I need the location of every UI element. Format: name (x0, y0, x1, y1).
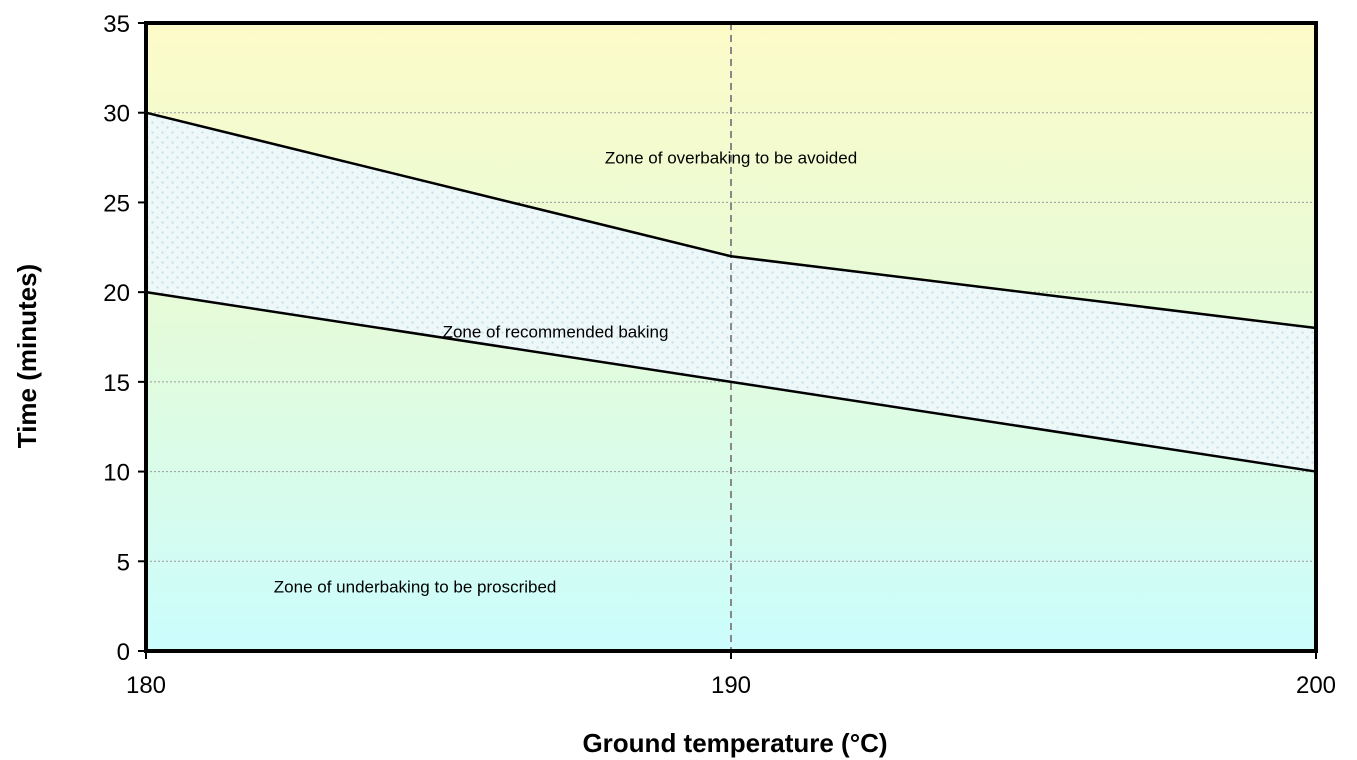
y-tick-label: 5 (117, 549, 130, 576)
series-lines (145, 111, 1317, 473)
zone-annotations: Zone of overbaking to be avoided Zone of … (274, 149, 857, 597)
zone-label-2: Zone of recommended baking (443, 323, 669, 342)
y-tick-label: 20 (103, 280, 130, 307)
y-tick-label: 10 (103, 460, 130, 487)
y-tick-label: 15 (103, 370, 130, 397)
y-tick-label: 0 (117, 639, 130, 666)
zone-label-1: Zone of overbaking to be avoided (605, 149, 857, 168)
y-tick-label: 30 (103, 101, 130, 128)
x-tick-label: 200 (1296, 672, 1336, 699)
series-line-2 (145, 290, 1317, 473)
y-axis-title: Time (minutes) (12, 264, 42, 448)
series-line-1 (145, 111, 1317, 330)
zone-label-3: Zone of underbaking to be proscribed (274, 577, 557, 596)
y-tick-label: 35 (103, 11, 130, 38)
y-tick-label: 25 (103, 190, 130, 217)
x-axis-title: Ground temperature (°C) (582, 728, 887, 758)
axis-ticks: 0 5 10 15 20 25 30 35 180 190 200 (103, 11, 1336, 699)
x-tick-label: 180 (126, 672, 166, 699)
x-tick-label: 190 (711, 672, 751, 699)
